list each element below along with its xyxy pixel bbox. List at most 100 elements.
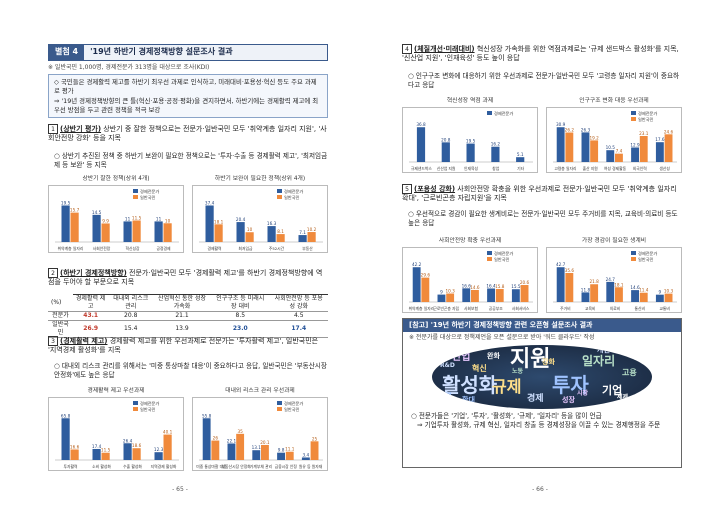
category-label: 가계부채 관리 (250, 464, 272, 469)
category-label: 생산성 (659, 166, 670, 171)
data-label: 42.7 (556, 262, 566, 267)
data-label: 10 (165, 218, 171, 223)
cloud-word: 세제 (617, 393, 629, 401)
bar (606, 149, 615, 162)
reference-bullet-2: ⇒ 기업투자 활성화, 규제 혁신, 일자리 창출 등 경제성장을 이끌 수 있… (417, 421, 661, 430)
right-page: 4 (체질개선·미래대비) 혁신성장 가속화를 위한 역점과제로는 '규제 샌드박… (360, 0, 720, 508)
table-unit: (%) (48, 294, 73, 313)
category-label: 투자활력 (64, 464, 78, 469)
data-label: 16.6 (70, 444, 80, 449)
chart-innovation: 경제전문가 36.8 규제샌드박스 20.8 신산업 지원 19.5 인재육성 16.2 창업 5… (402, 106, 538, 173)
data-label: 9 (659, 289, 662, 294)
cloud-word: 고용 (622, 367, 637, 377)
chart-5-wrap: 혁신성장 역점 과제 경제전문가 36.8 규제샌드박스 20.8 신산업 지원 19.5… (402, 98, 538, 176)
section-3-key: (경제활력 제고) (60, 337, 108, 345)
section-4-text: 혁신성장 가속화를 위한 역점과제로는 '규제 샌드박스 활성화'를 지목, '… (402, 45, 679, 63)
bar (516, 156, 525, 162)
category-label: 사회서비스 (512, 306, 530, 311)
chart-3-title: 경제활력 제고 우선과제 (87, 388, 145, 394)
bar (606, 281, 615, 302)
bar (132, 220, 141, 242)
bar (437, 294, 446, 302)
section-1: 1 (상반기 평가) 상반기 중 잘한 정책으로는 전문가·일반국민 모두 '취약… (48, 124, 328, 144)
chart-5-title: 혁신성장 역점 과제 (446, 98, 494, 104)
chart-4-title: 대내외 리스크 관리 우선과제 (225, 388, 295, 394)
legend-swatch (133, 194, 138, 199)
table-cell: 23.0 (211, 320, 270, 339)
data-label: 11.8 (581, 287, 591, 292)
bar (276, 233, 285, 242)
chart-2-title: 하반기 보완이 필요한 정책(상위 4개) (214, 176, 306, 182)
data-label: 18.1 (614, 282, 624, 287)
data-label: 15.5 (511, 284, 521, 289)
data-label: 40.1 (163, 429, 173, 434)
bar (615, 287, 623, 302)
legend-label: 일반국민 (140, 194, 156, 201)
bar (491, 146, 500, 162)
category-label: 창업 (492, 166, 499, 171)
cloud-word: 완화 (487, 351, 500, 360)
legend-swatch (277, 400, 282, 405)
priority-table-wrap: (%) 경제활력 제고 대내외 리스크 관리 산업혁신 통한 성장 가속화 인구… (48, 293, 328, 339)
cloud-word: 개선 (597, 345, 610, 354)
legend-label: 경제전문가 (494, 110, 513, 117)
category-label: 경제활력 (208, 246, 222, 251)
legend-swatch (133, 400, 138, 405)
legend-swatch (133, 406, 138, 411)
bar (310, 441, 319, 460)
data-label: 20.6 (520, 280, 530, 285)
chart-3-wrap: 경제활력 제고 우선과제 경제전문가 일반국민 65.8 16.6 투자활력 17.4 11… (48, 388, 184, 474)
category-label: 최저임금 (239, 246, 253, 251)
table-cell: 8.5 (211, 311, 270, 322)
category-label: 출산 지원 (583, 166, 599, 171)
cloud-word: R&D (440, 361, 455, 369)
cloud-word: 강화 (542, 357, 555, 366)
bar (267, 225, 276, 242)
cloud-word: 성장 (562, 395, 575, 404)
data-label: 20.1 (260, 440, 270, 445)
bar (511, 289, 520, 302)
bar (631, 289, 639, 302)
section-3-text: 경제활력 제고를 위한 우선과제로 전문가는 '투자활력 제고', 일반국민은 … (48, 337, 319, 355)
data-label: 3.4 (303, 452, 310, 457)
legend-swatch (631, 110, 636, 115)
data-label: 20.8 (441, 137, 451, 142)
bar (581, 292, 590, 302)
category-label: 교통비 (659, 306, 669, 311)
bar (123, 221, 132, 242)
left-page: 별첨 4 '19년 하반기 경제정책방향 설문조사 결과 ※ 일반국민 1,00… (48, 44, 328, 493)
bar (277, 452, 285, 460)
category-label: 인재육성 (464, 166, 478, 171)
table-header: 대내외 리스크 관리 (108, 293, 154, 313)
category-label: 원유 등 원자재 (299, 464, 323, 469)
data-label: 12.3 (154, 447, 164, 452)
cloud-word: 지원 (510, 346, 551, 372)
data-label: 37.4 (205, 200, 215, 205)
category-label: 공공부조 (489, 306, 503, 311)
legend-label: 일반국민 (284, 194, 300, 201)
category-label: 주52시간 (269, 246, 285, 251)
cloud-word: 활성화 (442, 372, 498, 397)
category-label: 금융시장 안정 (275, 464, 298, 469)
cloud-word: 기업 (602, 383, 623, 397)
cloud-word: 시장 (577, 389, 589, 397)
chart-6-wrap: 인구구조 변화 대응 우선과제 경제전문가 일반국민 30.9 26.2 고령층 일자리… (546, 98, 682, 176)
section-1-number: 1 (48, 124, 58, 134)
bar (556, 127, 565, 162)
cloud-word: 정책 (437, 391, 452, 401)
legend-label: 경제전문가 (284, 400, 303, 407)
bar (639, 292, 648, 302)
chart-8-wrap: 가장 경감이 필요한 생계비 경제전문가 일반국민 42.7 35.6 주거비 11.8 2… (546, 238, 682, 316)
section-4-bullet: ○ 인구구조 변화에 대응하기 위한 우선과제로 전문가·일반국민 모두 '고령… (408, 72, 680, 89)
row-label: 전문가 (48, 311, 73, 322)
legend-swatch (631, 256, 636, 261)
bar (615, 153, 623, 162)
category-label: 소비 활성화 (92, 464, 111, 469)
survey-note: ※ 일반국민 1,000명, 경제전문가 313명을 대상으로 조사(KDI) (48, 64, 210, 71)
bar (590, 140, 599, 162)
chart-4-wrap: 대내외 리스크 관리 우선과제 경제전문가 일반국민 55.8 26 미중 통상마찰 대… (192, 388, 328, 474)
cloud-word: 경제 (527, 393, 544, 404)
